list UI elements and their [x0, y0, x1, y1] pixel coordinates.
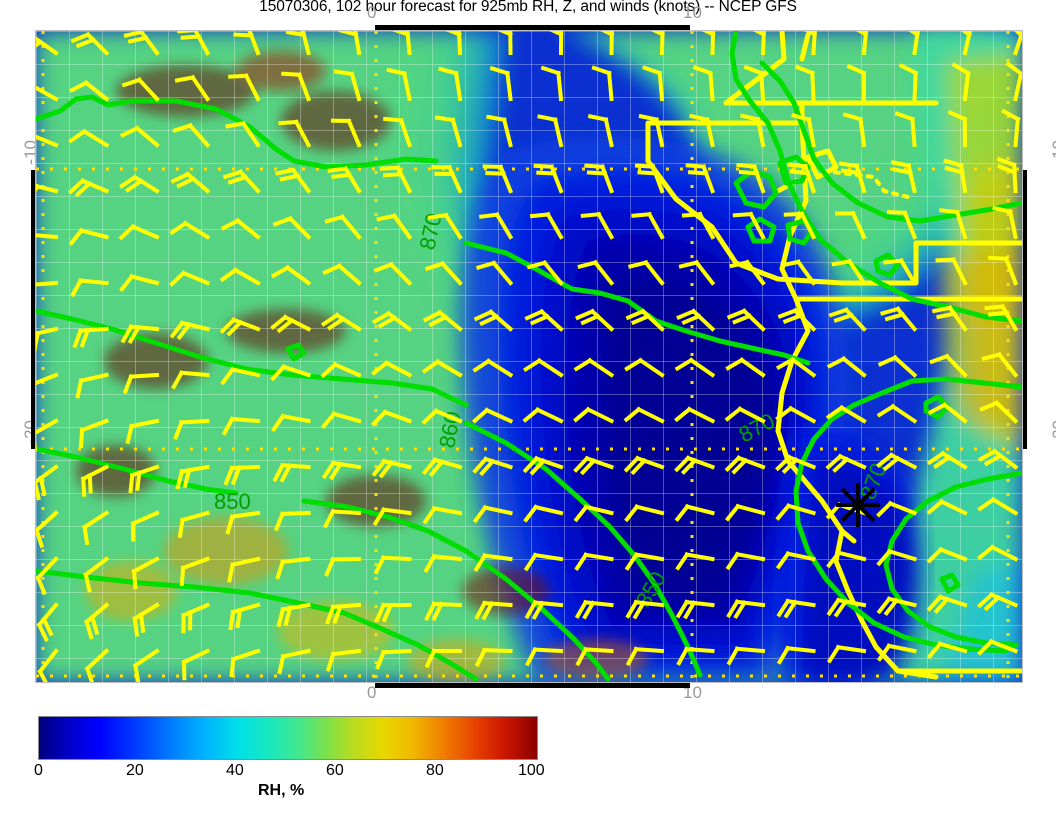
colorbar: [38, 716, 538, 760]
x-bottom-tick-10: 10: [683, 683, 702, 702]
y-right-tick-minus20: -20: [1049, 420, 1056, 445]
x-top-axis-bar: [375, 25, 690, 30]
y-right-axis-bar: [1022, 170, 1027, 449]
colorbar-tick-100: 100: [518, 762, 545, 779]
page-title: 15070306, 102 hour forecast for 925mb RH…: [259, 0, 797, 15]
x-bottom-tick-0: 0: [367, 683, 377, 702]
geopotential-height-contours: 850 870 860 870 850 870 870 850: [36, 31, 1022, 682]
contour-label-850: 850: [214, 489, 251, 514]
colorbar-tick-60: 60: [326, 762, 344, 779]
station-marker-asterisk: [836, 483, 880, 527]
x-bottom-axis-bar: [375, 683, 690, 688]
colorbar-tick-20: 20: [126, 762, 144, 779]
forecast-map[interactable]: 850 870 860 870 850 870 870 850: [35, 30, 1023, 683]
y-left-axis-bar: [31, 170, 36, 449]
country-borders: [645, 31, 1022, 680]
colorbar-title: RH, %: [258, 782, 305, 799]
x-top-tick-0: 0: [367, 3, 377, 22]
colorbar-gradient: [39, 717, 537, 759]
colorbar-tick-0: 0: [34, 762, 43, 779]
colorbar-tick-40: 40: [226, 762, 244, 779]
wind-barbs: [36, 31, 1022, 682]
x-top-tick-10: 10: [683, 3, 702, 22]
y-right-tick-minus10: -10: [1049, 140, 1056, 165]
colorbar-tick-80: 80: [426, 762, 444, 779]
station-marker-layer[interactable]: [36, 31, 1022, 682]
